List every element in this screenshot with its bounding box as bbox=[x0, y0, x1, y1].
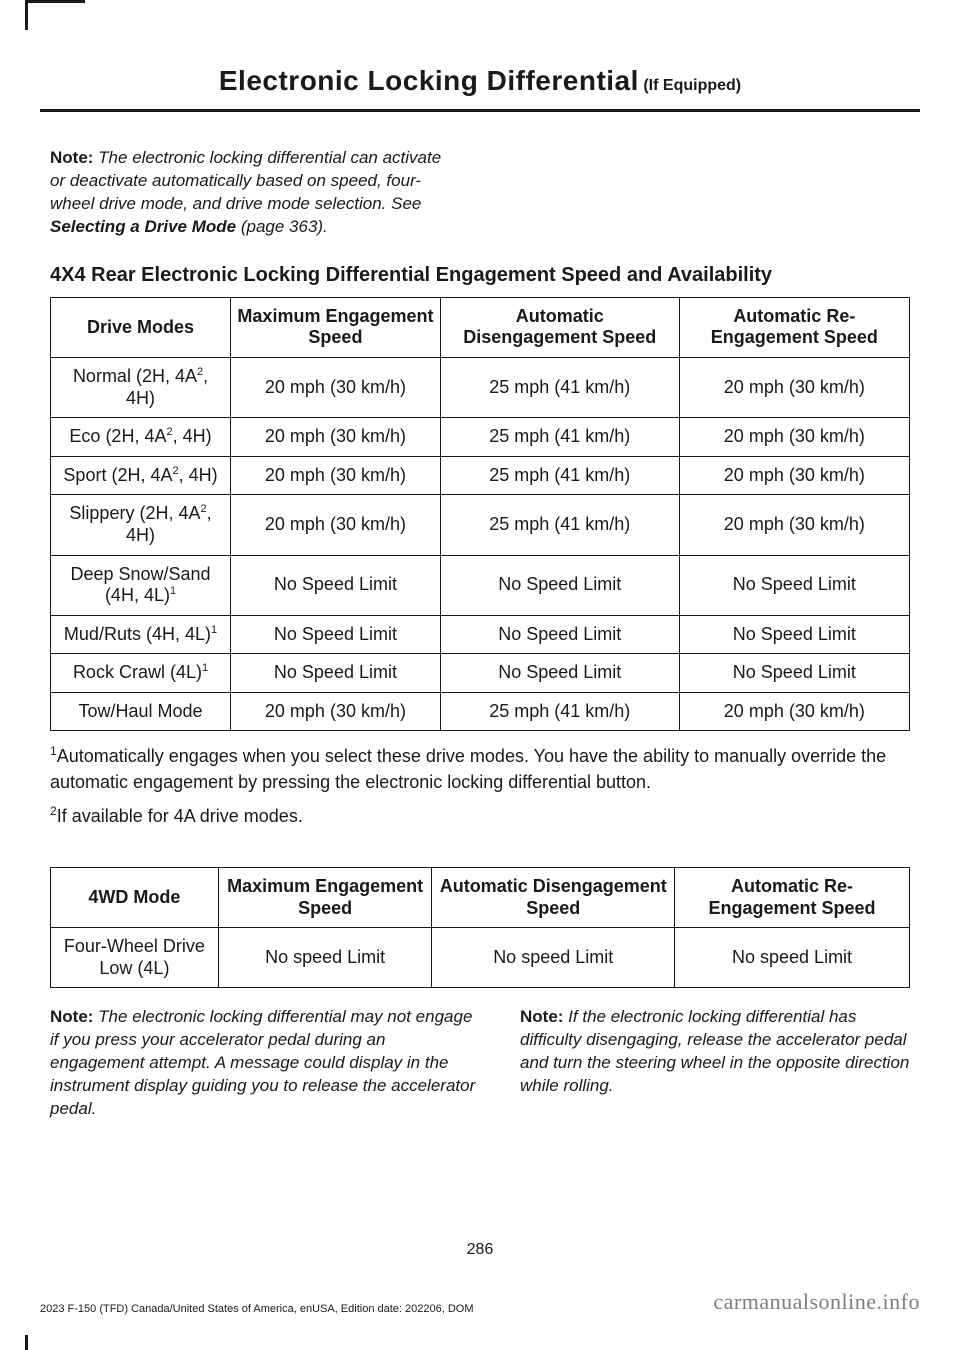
drive-mode-cell: Slippery (2H, 4A2, 4H) bbox=[51, 495, 231, 555]
speed-cell: No Speed Limit bbox=[679, 555, 909, 615]
table-row: Deep Snow/Sand (4H, 4L)1No Speed LimitNo… bbox=[51, 555, 910, 615]
table-row: Sport (2H, 4A2, 4H)20 mph (30 km/h)25 mp… bbox=[51, 456, 910, 495]
table-header-row: Drive Modes Maximum Engagement Speed Aut… bbox=[51, 297, 910, 357]
note-intro: Note: The electronic locking differentia… bbox=[50, 147, 460, 239]
note-lead: Note: bbox=[50, 1007, 93, 1026]
superscript: 2 bbox=[172, 465, 178, 477]
superscript: 2 bbox=[166, 426, 172, 438]
superscript: 1 bbox=[202, 662, 208, 674]
page-number: 286 bbox=[50, 1241, 910, 1259]
footnote-text: Automatically engages when you select th… bbox=[50, 746, 886, 791]
speed-cell: No Speed Limit bbox=[440, 654, 679, 693]
note-right: Note: If the electronic locking differen… bbox=[520, 1006, 910, 1121]
speed-cell: 20 mph (30 km/h) bbox=[231, 495, 441, 555]
speed-cell: No Speed Limit bbox=[440, 615, 679, 654]
section-title: 4X4 Rear Electronic Locking Differential… bbox=[50, 264, 910, 287]
superscript: 2 bbox=[197, 366, 203, 378]
drive-mode-cell: Mud/Ruts (4H, 4L)1 bbox=[51, 615, 231, 654]
content-area: Note: The electronic locking differentia… bbox=[0, 147, 960, 1259]
speed-cell: 20 mph (30 km/h) bbox=[679, 418, 909, 457]
col-header: Automatic Re-Engagement Speed bbox=[679, 297, 909, 357]
crop-mark-bottom bbox=[25, 1335, 85, 1350]
col-header: Drive Modes bbox=[51, 297, 231, 357]
speed-cell: 20 mph (30 km/h) bbox=[679, 357, 909, 417]
drive-mode-cell: Deep Snow/Sand (4H, 4L)1 bbox=[51, 555, 231, 615]
speed-cell: 20 mph (30 km/h) bbox=[679, 692, 909, 731]
speed-cell: 25 mph (41 km/h) bbox=[440, 692, 679, 731]
speed-cell: No speed Limit bbox=[432, 928, 675, 988]
speed-cell: No Speed Limit bbox=[679, 615, 909, 654]
speed-cell: 20 mph (30 km/h) bbox=[231, 418, 441, 457]
note-lead: Note: bbox=[50, 148, 93, 167]
speed-cell: 25 mph (41 km/h) bbox=[440, 357, 679, 417]
footnote-sup: 2 bbox=[50, 804, 57, 818]
table-row: Four-Wheel Drive Low (4L)No speed LimitN… bbox=[51, 928, 910, 988]
drive-mode-cell: Eco (2H, 4A2, 4H) bbox=[51, 418, 231, 457]
speed-cell: No Speed Limit bbox=[440, 555, 679, 615]
crop-mark-top bbox=[25, 0, 85, 30]
col-header: Automatic Disengagement Speed bbox=[440, 297, 679, 357]
speed-cell: 20 mph (30 km/h) bbox=[231, 357, 441, 417]
note-lead: Note: bbox=[520, 1007, 563, 1026]
mode-cell: Four-Wheel Drive Low (4L) bbox=[51, 928, 219, 988]
speed-cell: 20 mph (30 km/h) bbox=[231, 692, 441, 731]
page-title: Electronic Locking Differential bbox=[219, 65, 639, 96]
speed-cell: No speed Limit bbox=[675, 928, 910, 988]
note-tail: (page 363). bbox=[236, 217, 328, 236]
speed-cell: 20 mph (30 km/h) bbox=[679, 456, 909, 495]
drive-mode-cell: Rock Crawl (4L)1 bbox=[51, 654, 231, 693]
speed-cell: 25 mph (41 km/h) bbox=[440, 456, 679, 495]
table-row: Slippery (2H, 4A2, 4H)20 mph (30 km/h)25… bbox=[51, 495, 910, 555]
speed-cell: No Speed Limit bbox=[231, 654, 441, 693]
drive-mode-cell: Tow/Haul Mode bbox=[51, 692, 231, 731]
superscript: 2 bbox=[200, 503, 206, 515]
speed-cell: No Speed Limit bbox=[231, 615, 441, 654]
note-body: If the electronic locking differential h… bbox=[520, 1007, 909, 1095]
engagement-speed-table: Drive Modes Maximum Engagement Speed Aut… bbox=[50, 297, 910, 732]
page-footer: 2023 F-150 (TFD) Canada/United States of… bbox=[0, 1259, 960, 1335]
speed-cell: 25 mph (41 km/h) bbox=[440, 418, 679, 457]
table-row: Rock Crawl (4L)1No Speed LimitNo Speed L… bbox=[51, 654, 910, 693]
footnote-text: If available for 4A drive modes. bbox=[57, 806, 303, 826]
footer-watermark: carmanualsonline.info bbox=[713, 1289, 920, 1315]
drive-mode-cell: Normal (2H, 4A2, 4H) bbox=[51, 357, 231, 417]
speed-cell: No Speed Limit bbox=[231, 555, 441, 615]
table-header-row: 4WD Mode Maximum Engagement Speed Automa… bbox=[51, 868, 910, 928]
footnote-sup: 1 bbox=[50, 744, 57, 758]
speed-cell: 20 mph (30 km/h) bbox=[679, 495, 909, 555]
table-row: Mud/Ruts (4H, 4L)1No Speed LimitNo Speed… bbox=[51, 615, 910, 654]
speed-cell: 20 mph (30 km/h) bbox=[231, 456, 441, 495]
col-header: Automatic Re-Engagement Speed bbox=[675, 868, 910, 928]
superscript: 1 bbox=[170, 585, 176, 597]
footer-edition: 2023 F-150 (TFD) Canada/United States of… bbox=[40, 1303, 474, 1315]
notes-columns: Note: The electronic locking differentia… bbox=[50, 1006, 910, 1121]
col-header: Automatic Disengagement Speed bbox=[432, 868, 675, 928]
footnote-2: 2If available for 4A drive modes. bbox=[50, 803, 910, 829]
speed-cell: No Speed Limit bbox=[679, 654, 909, 693]
footnote-1: 1Automatically engages when you select t… bbox=[50, 743, 910, 794]
speed-cell: 25 mph (41 km/h) bbox=[440, 495, 679, 555]
note-body: The electronic locking differential may … bbox=[50, 1007, 475, 1118]
table-row: Eco (2H, 4A2, 4H)20 mph (30 km/h)25 mph … bbox=[51, 418, 910, 457]
page-header: Electronic Locking Differential (If Equi… bbox=[40, 50, 920, 112]
page-title-suffix: (If Equipped) bbox=[639, 77, 741, 94]
col-header: 4WD Mode bbox=[51, 868, 219, 928]
4wd-mode-table: 4WD Mode Maximum Engagement Speed Automa… bbox=[50, 867, 910, 988]
table-row: Normal (2H, 4A2, 4H)20 mph (30 km/h)25 m… bbox=[51, 357, 910, 417]
note-body: The electronic locking differential can … bbox=[50, 148, 441, 213]
drive-mode-cell: Sport (2H, 4A2, 4H) bbox=[51, 456, 231, 495]
table-row: Tow/Haul Mode20 mph (30 km/h)25 mph (41 … bbox=[51, 692, 910, 731]
col-header: Maximum Engagement Speed bbox=[231, 297, 441, 357]
speed-cell: No speed Limit bbox=[218, 928, 432, 988]
superscript: 1 bbox=[211, 624, 217, 636]
note-left: Note: The electronic locking differentia… bbox=[50, 1006, 480, 1121]
col-header: Maximum Engagement Speed bbox=[218, 868, 432, 928]
note-bold-ref: Selecting a Drive Mode bbox=[50, 217, 236, 236]
